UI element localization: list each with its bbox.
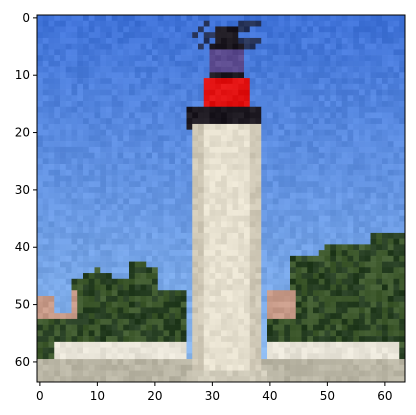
x-axis: 0 10 20 30 40 50 60 <box>36 382 393 403</box>
x-tick-label: 40 <box>262 389 277 403</box>
y-tick-label: 50 <box>15 298 30 312</box>
axes-frame <box>36 14 406 383</box>
x-tick-label: 30 <box>205 389 220 403</box>
y-tick-label: 30 <box>15 183 30 197</box>
lighthouse-pixel-image <box>37 15 406 383</box>
x-tick-label: 60 <box>377 389 392 403</box>
x-tick-label: 10 <box>90 389 105 403</box>
y-tick-label: 60 <box>15 355 30 369</box>
y-tick-label: 40 <box>15 240 30 254</box>
y-tick-label: 0 <box>22 11 30 25</box>
y-tick-label: 20 <box>15 126 30 140</box>
x-tick-label: 0 <box>36 389 44 403</box>
y-tick-label: 10 <box>15 68 30 82</box>
y-axis: 0 10 20 30 40 50 60 <box>15 11 37 369</box>
x-tick-label: 20 <box>147 389 162 403</box>
x-tick-label: 50 <box>320 389 335 403</box>
